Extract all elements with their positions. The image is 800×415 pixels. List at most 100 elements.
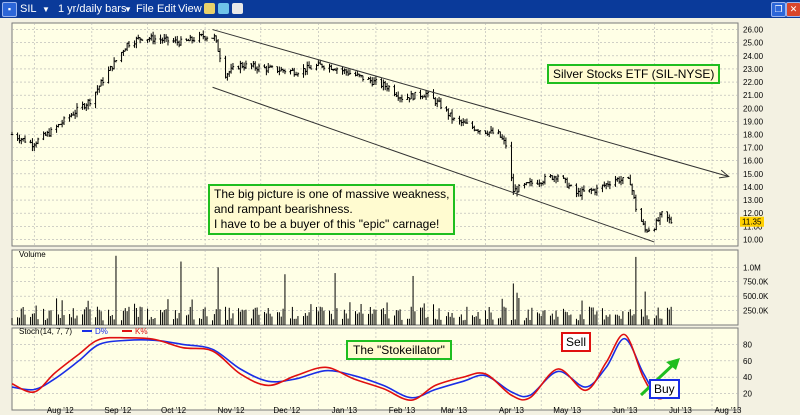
x-tick-label: Mar '13 — [441, 406, 468, 415]
price-bar — [413, 91, 417, 100]
chart-grid — [12, 23, 738, 410]
window-menu-icon[interactable]: ▪ — [2, 2, 17, 17]
trendline-arrowhead — [718, 169, 730, 179]
x-tick-label: Dec '12 — [273, 406, 300, 415]
price-bar — [634, 194, 638, 212]
stoch-tick-label: 40 — [743, 373, 752, 382]
price-bar — [478, 130, 482, 135]
price-bar — [218, 48, 222, 63]
price-tick-label: 17.00 — [743, 144, 764, 153]
stoch-tick-label: 80 — [743, 340, 752, 349]
price-tick-label: 11.00 — [743, 222, 763, 231]
stoch-tick-label: 60 — [743, 357, 752, 366]
channel-trendline — [212, 86, 655, 243]
x-tick-label: Aug '13 — [715, 406, 742, 415]
draw-tools-icon[interactable] — [204, 3, 215, 14]
price-bar — [62, 116, 66, 126]
volume-tick-label: 250.0K — [743, 307, 769, 316]
price-bar — [465, 118, 469, 124]
price-bar — [669, 216, 673, 224]
price-bar — [179, 36, 183, 46]
price-bar — [647, 227, 651, 232]
x-tick-label: Jan '13 — [332, 406, 358, 415]
volume-tick-label: 750.0K — [743, 278, 769, 287]
x-tick-label: Sep '12 — [104, 406, 131, 415]
last-price-label: 11.35 — [742, 218, 762, 227]
price-bar — [270, 65, 274, 68]
price-bar — [556, 174, 560, 183]
x-tick-label: Oct '12 — [161, 406, 187, 415]
price-bar — [192, 37, 196, 43]
x-tick-label: May '13 — [553, 406, 581, 415]
price-tick-label: 20.00 — [743, 104, 764, 113]
price-bar — [231, 62, 235, 71]
legend-k-label: K% — [135, 327, 147, 336]
price-bar — [283, 69, 287, 75]
price-tick-label: 13.00 — [743, 196, 764, 205]
price-bar — [244, 60, 248, 70]
menu-view[interactable]: View — [178, 3, 202, 15]
price-bar — [530, 179, 534, 187]
chart-settings-icon[interactable] — [232, 3, 243, 14]
chart-title-box: Silver Stocks ETF (SIL-NYSE) — [547, 64, 721, 84]
price-bar — [582, 185, 586, 192]
big-picture-line-2: and rampant bearishness. — [214, 202, 353, 216]
restore-icon[interactable]: ❐ — [771, 2, 786, 17]
price-bar — [517, 184, 521, 193]
price-bar — [101, 77, 105, 86]
chart-area: 10.00 11.00 12.00 13.00 14.00 15.00 16.00 17.00… — [10, 22, 769, 415]
price-tick-label: 23.00 — [743, 65, 764, 74]
period-dropdown-icon[interactable]: ▼ — [124, 5, 132, 14]
trendlines — [212, 29, 730, 243]
price-tick-label: 21.00 — [743, 91, 764, 100]
price-bar — [543, 173, 547, 185]
stoch-panel-title: Stoch — [19, 327, 39, 336]
price-bar — [10, 131, 14, 136]
price-bar — [114, 60, 118, 63]
period-label[interactable]: 1 yr/daily bars — [58, 3, 127, 15]
price-tick-label: 14.00 — [743, 183, 764, 192]
price-bar — [140, 38, 144, 42]
menu-file[interactable]: File — [136, 3, 154, 15]
price-bar — [23, 135, 27, 143]
price-bar — [491, 127, 495, 134]
symbol-label[interactable]: SIL — [20, 3, 37, 15]
price-tick-label: 15.00 — [743, 170, 764, 179]
volume-panel — [11, 249, 739, 326]
zoom-icon[interactable] — [218, 3, 229, 14]
x-tick-label: Aug '12 — [47, 406, 74, 415]
price-bar — [153, 34, 157, 45]
price-bar — [75, 103, 79, 118]
price-bar — [296, 72, 300, 77]
price-bar — [608, 181, 612, 190]
big-picture-line-1: The big picture is one of massive weakne… — [214, 187, 450, 201]
buy-arrow — [639, 360, 678, 397]
price-bar — [166, 36, 170, 46]
sell-label: Sell — [561, 332, 592, 352]
price-bar — [595, 184, 599, 196]
stokeillator-label: The "Stokeillator" — [346, 340, 452, 360]
menu-edit[interactable]: Edit — [157, 3, 176, 15]
price-bar — [569, 184, 573, 187]
price-bar — [361, 75, 365, 82]
price-bar — [621, 177, 625, 185]
x-tick-label: Jun '13 — [612, 406, 638, 415]
price-bar — [309, 64, 313, 70]
stoch-tick-label: 20 — [743, 390, 752, 399]
price-bar — [88, 98, 92, 107]
price-bar — [36, 137, 40, 145]
price-bar — [426, 90, 430, 98]
volume-tick-label: 500.0K — [743, 292, 769, 301]
price-bar — [374, 75, 378, 85]
x-tick-label: Nov '12 — [218, 406, 245, 415]
close-icon[interactable]: ✕ — [786, 2, 800, 17]
price-bars — [10, 30, 673, 233]
last-price-tag — [740, 216, 764, 227]
stoch-k-line — [11, 333, 676, 401]
price-bar — [400, 94, 404, 103]
legend-d-label: D% — [95, 327, 108, 336]
x-tick-label: Jul '13 — [669, 406, 692, 415]
dropdown-icon[interactable]: ▼ — [42, 5, 50, 14]
stochastic-lines — [11, 333, 676, 401]
price-tick-label: 22.00 — [743, 78, 764, 87]
